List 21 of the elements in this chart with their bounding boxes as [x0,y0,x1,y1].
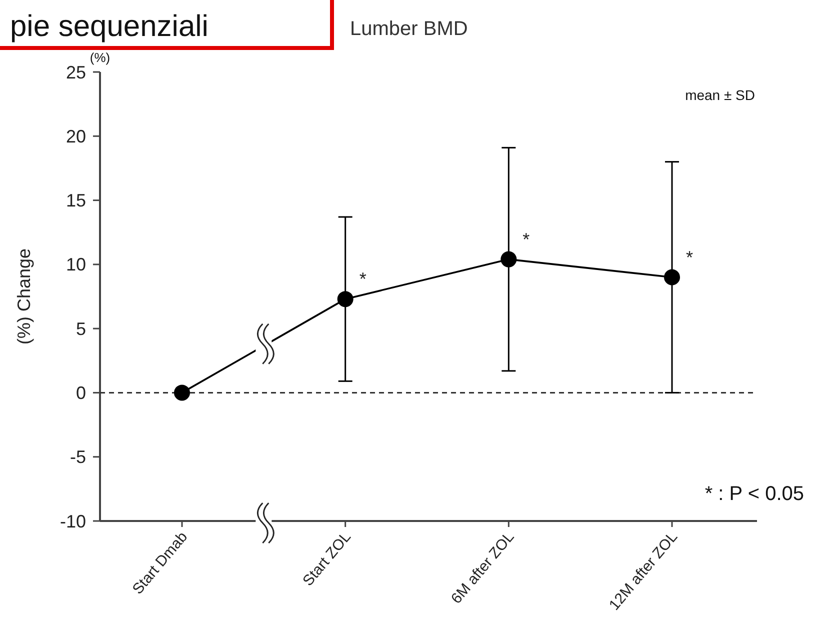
y-tick-label: 5 [76,318,86,339]
y-tick-label: 20 [66,126,86,146]
annotation: * [522,229,530,250]
point [500,251,517,268]
annotation: mean ± SD [685,87,755,103]
point [174,384,190,401]
text: pie sequenziali [10,10,208,43]
annotation: * [359,269,366,290]
y-tick-label: 10 [66,254,86,275]
chart-title: Lumber BMD [350,18,468,40]
annotation: * [686,247,694,268]
point [664,269,680,286]
point [337,291,354,308]
y-tick-label: 0 [76,383,86,404]
y-tick-label: -5 [70,447,86,468]
y-tick-label: 15 [66,190,86,211]
annotation: * : P < 0.05 [704,483,804,505]
y-tick-label: -10 [60,511,86,532]
y-tick-label: 25 [66,62,86,82]
text: (%) [90,50,110,65]
y-axis-title: (%) Change [14,248,34,345]
